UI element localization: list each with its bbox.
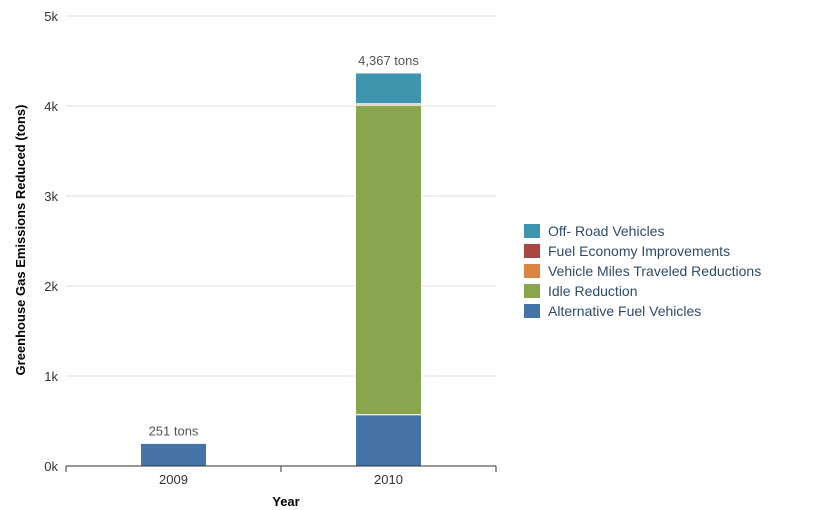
legend-swatch (524, 264, 540, 278)
legend-label: Vehicle Miles Traveled Reductions (548, 263, 761, 279)
x-tick-label: 2009 (159, 472, 188, 487)
legend: Off- Road Vehicles Fuel Economy Improveme… (524, 223, 761, 319)
gridlines (66, 15, 496, 377)
bar-segment (140, 442, 207, 467)
x-axis: 2009 2010 (65, 465, 497, 487)
legend-label: Off- Road Vehicles (548, 223, 664, 239)
bar-total-labels: 251 tons 4,367 tons (149, 53, 420, 438)
legend-swatch (524, 284, 540, 298)
x-axis-title: Year (272, 494, 299, 509)
bars (140, 72, 422, 467)
y-tick-label: 4k (44, 99, 58, 114)
y-tick-label: 2k (44, 279, 58, 294)
bar-total-label: 251 tons (149, 423, 199, 438)
legend-label: Fuel Economy Improvements (548, 243, 730, 259)
y-tick-label: 5k (44, 9, 58, 24)
legend-swatch (524, 304, 540, 318)
y-axis-ticks: 0k 1k 2k 3k 4k 5k (44, 9, 58, 474)
y-tick-label: 1k (44, 369, 58, 384)
bar-total-label: 4,367 tons (358, 53, 419, 68)
bar-segment (355, 414, 422, 467)
bar-segment (355, 104, 422, 416)
y-tick-label: 0k (44, 459, 58, 474)
legend-label: Idle Reduction (548, 283, 638, 299)
bar-segment (355, 72, 422, 105)
legend-swatch (524, 244, 540, 258)
legend-label: Alternative Fuel Vehicles (548, 303, 701, 319)
y-tick-label: 3k (44, 189, 58, 204)
legend-swatch (524, 224, 540, 238)
x-tick-label: 2010 (374, 472, 403, 487)
y-axis-title: Greenhouse Gas Emissions Reduced (tons) (13, 105, 28, 376)
